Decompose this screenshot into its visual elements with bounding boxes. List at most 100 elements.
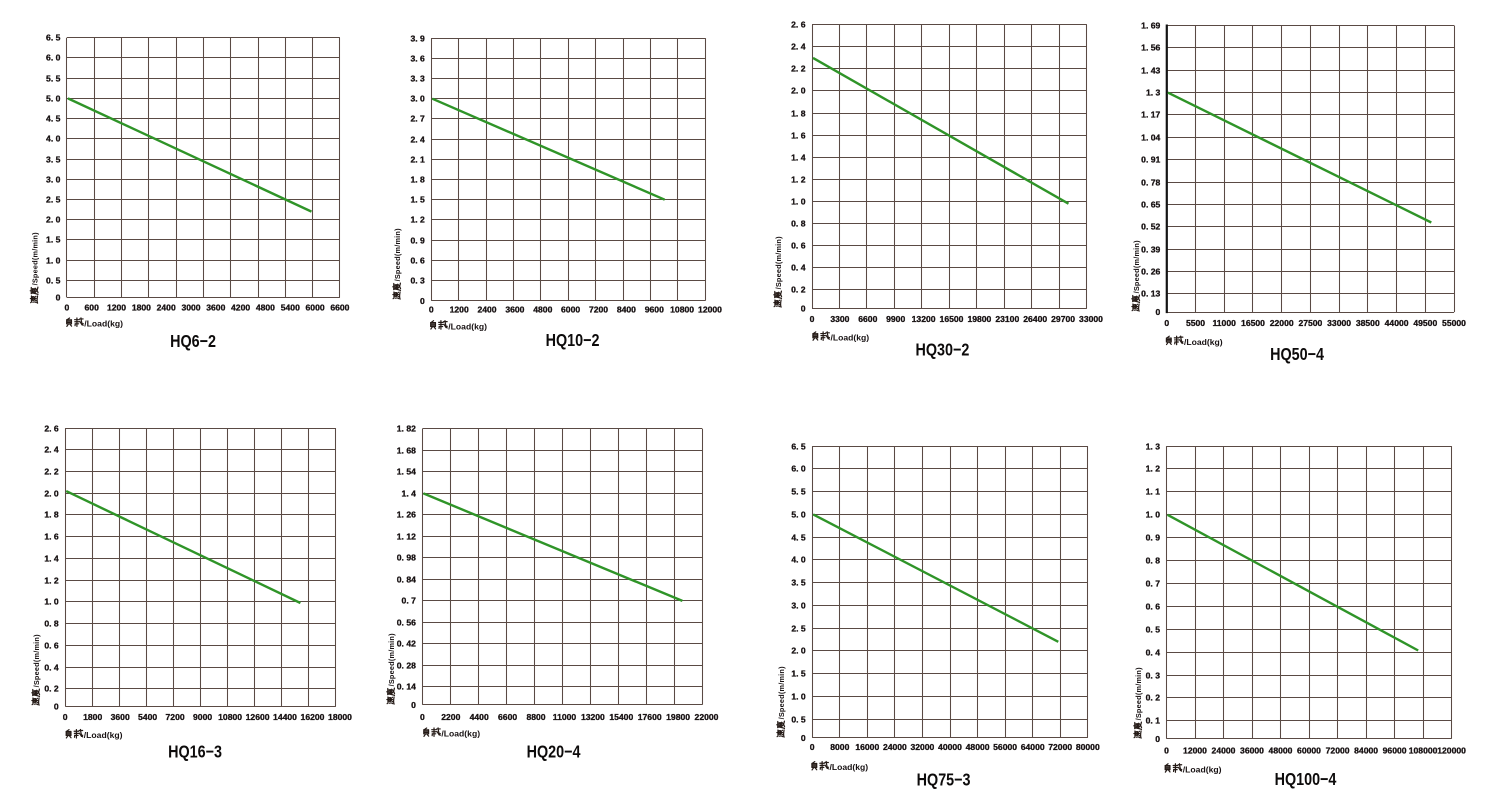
svg-text:1800: 1800 [132, 302, 151, 312]
svg-text:0. 78: 0. 78 [1141, 178, 1160, 188]
svg-text:0. 1: 0. 1 [1146, 716, 1161, 726]
svg-text:7200: 7200 [166, 712, 185, 722]
svg-text:0. 39: 0. 39 [1141, 245, 1160, 255]
svg-text:3. 5: 3. 5 [791, 578, 806, 588]
svg-text:0: 0 [54, 701, 59, 711]
svg-text:1. 2: 1. 2 [44, 576, 59, 586]
svg-text:6000: 6000 [306, 302, 325, 312]
svg-text:4400: 4400 [470, 712, 489, 722]
svg-text:4800: 4800 [533, 304, 552, 314]
svg-text:0. 6: 0. 6 [410, 256, 425, 266]
svg-text:2. 5: 2. 5 [791, 624, 806, 634]
svg-text:/Speed(m/min): /Speed(m/min) [387, 633, 396, 686]
svg-text:HQ50−4: HQ50−4 [1270, 346, 1324, 365]
svg-text:/Speed(m/min): /Speed(m/min) [32, 634, 41, 687]
svg-text:2. 4: 2. 4 [410, 135, 425, 145]
svg-text:33000: 33000 [1079, 314, 1103, 324]
svg-text:4800: 4800 [256, 302, 275, 312]
svg-text:0: 0 [65, 302, 70, 312]
svg-text:9600: 9600 [645, 304, 664, 314]
svg-text:1. 68: 1. 68 [397, 446, 416, 456]
svg-text:/Speed(m/min): /Speed(m/min) [777, 666, 786, 719]
svg-text:64000: 64000 [1021, 742, 1045, 752]
svg-text:0. 6: 0. 6 [44, 641, 59, 651]
svg-text:0. 2: 0. 2 [44, 684, 59, 694]
svg-text:24000: 24000 [883, 742, 907, 752]
svg-text:6600: 6600 [330, 302, 349, 312]
svg-text:22000: 22000 [695, 712, 719, 722]
svg-text:5500: 5500 [1186, 318, 1205, 328]
svg-text:/Load(kg): /Load(kg) [84, 730, 123, 740]
svg-text:0: 0 [429, 304, 434, 314]
svg-text:27500: 27500 [1298, 318, 1322, 328]
svg-text:1. 5: 1. 5 [46, 235, 61, 245]
svg-text:9000: 9000 [193, 712, 212, 722]
svg-text:0. 7: 0. 7 [402, 596, 417, 606]
svg-text:0. 56: 0. 56 [397, 618, 416, 628]
svg-text:0. 3: 0. 3 [410, 276, 425, 286]
svg-text:1. 54: 1. 54 [397, 467, 416, 477]
svg-text:1. 0: 1. 0 [46, 256, 61, 266]
svg-text:0. 84: 0. 84 [397, 575, 416, 585]
svg-text:0. 2: 0. 2 [791, 285, 806, 295]
svg-text:1. 1: 1. 1 [1146, 487, 1161, 497]
svg-text:1. 2: 1. 2 [791, 175, 806, 185]
svg-text:0. 42: 0. 42 [397, 639, 416, 649]
svg-text:1. 5: 1. 5 [410, 195, 425, 205]
svg-text:1. 8: 1. 8 [791, 109, 806, 119]
svg-text:49500: 49500 [1413, 318, 1437, 328]
svg-text:1. 04: 1. 04 [1141, 133, 1160, 143]
svg-text:0: 0 [63, 712, 68, 722]
svg-text:2. 7: 2. 7 [410, 114, 425, 124]
svg-text:4. 0: 4. 0 [791, 555, 806, 565]
svg-text:6000: 6000 [561, 304, 580, 314]
svg-text:/Load(kg): /Load(kg) [448, 321, 487, 331]
svg-text:1. 3: 1. 3 [1146, 442, 1161, 452]
svg-text:9900: 9900 [886, 314, 905, 324]
svg-text:2. 4: 2. 4 [791, 42, 806, 52]
svg-text:33000: 33000 [1327, 318, 1351, 328]
svg-text:HQ30−2: HQ30−2 [915, 341, 969, 360]
svg-text:0: 0 [420, 712, 425, 722]
svg-text:12600: 12600 [246, 712, 270, 722]
svg-text:1. 6: 1. 6 [44, 532, 59, 542]
svg-text:6600: 6600 [498, 712, 517, 722]
svg-text:0. 5: 0. 5 [46, 276, 61, 286]
svg-text:2. 0: 2. 0 [44, 489, 59, 499]
svg-text:1. 5: 1. 5 [791, 669, 806, 679]
svg-text:2. 2: 2. 2 [44, 467, 59, 477]
svg-text:18000: 18000 [328, 712, 352, 722]
svg-text:/Load(kg): /Load(kg) [1184, 337, 1223, 347]
svg-text:56000: 56000 [993, 742, 1017, 752]
svg-text:1200: 1200 [450, 304, 469, 314]
svg-text:4. 0: 4. 0 [46, 134, 61, 144]
svg-text:29700: 29700 [1051, 314, 1075, 324]
svg-text:5400: 5400 [138, 712, 157, 722]
svg-text:17600: 17600 [638, 712, 662, 722]
svg-text:HQ6−2: HQ6−2 [170, 333, 216, 352]
svg-text:22000: 22000 [1270, 318, 1294, 328]
svg-text:0. 7: 0. 7 [1146, 579, 1161, 589]
svg-text:2400: 2400 [477, 304, 496, 314]
svg-text:11000: 11000 [1212, 318, 1236, 328]
svg-text:2. 6: 2. 6 [791, 20, 806, 30]
svg-text:0. 65: 0. 65 [1141, 200, 1160, 210]
svg-text:3. 0: 3. 0 [410, 94, 425, 104]
svg-text:3600: 3600 [505, 304, 524, 314]
svg-text:1. 2: 1. 2 [1146, 464, 1161, 474]
svg-text:3. 0: 3. 0 [46, 175, 61, 185]
svg-text:0: 0 [1164, 318, 1169, 328]
svg-text:0: 0 [1155, 734, 1160, 744]
svg-text:0. 4: 0. 4 [44, 663, 59, 673]
svg-text:55000: 55000 [1442, 318, 1466, 328]
svg-text:10800: 10800 [218, 712, 242, 722]
svg-text:6. 0: 6. 0 [46, 53, 61, 63]
svg-text:2. 0: 2. 0 [791, 646, 806, 656]
svg-text:19800: 19800 [666, 712, 690, 722]
svg-text:14400: 14400 [273, 712, 297, 722]
svg-text:1. 56: 1. 56 [1141, 43, 1160, 53]
svg-text:1. 6: 1. 6 [791, 131, 806, 141]
svg-text:0. 26: 0. 26 [1141, 267, 1160, 277]
svg-text:12000: 12000 [1183, 746, 1207, 756]
svg-text:3. 5: 3. 5 [46, 155, 61, 165]
